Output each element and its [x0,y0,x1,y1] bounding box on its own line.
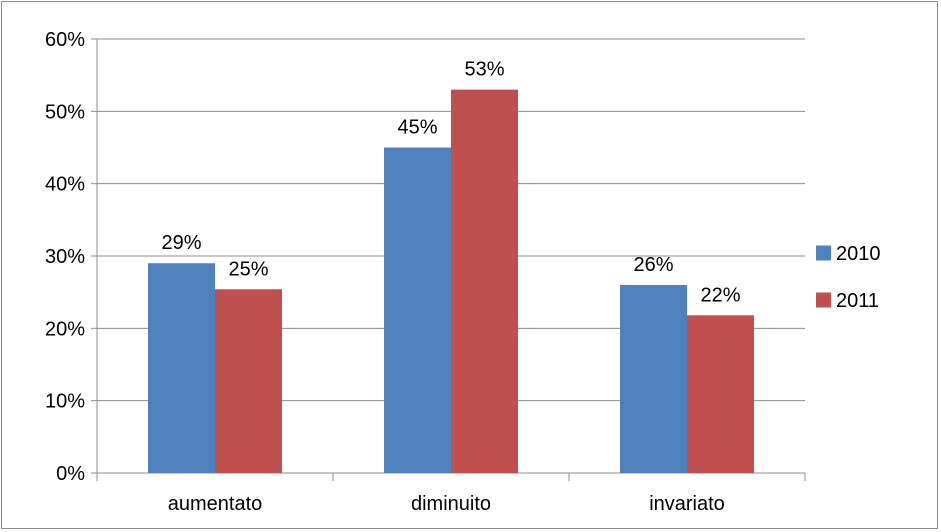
bars [148,89,754,473]
data-label-2010-diminuito: 45% [397,117,437,139]
x-category-label: diminuito [411,493,491,515]
bar-2011-diminuito [451,89,518,473]
legend-swatch-2011 [816,292,831,308]
y-tick-label: 40% [45,174,85,196]
x-category-label: aumentato [168,493,263,515]
y-tick-label: 20% [45,318,85,340]
data-label-2011-diminuito: 53% [464,59,504,81]
data-label-2011-invariato: 22% [700,284,740,306]
bar-2010-diminuito [384,147,451,473]
legend-swatch-2010 [816,245,831,261]
legend-label-2010: 2010 [836,243,881,265]
bar-2011-invariato [687,315,754,473]
data-label-2010-aumentato: 29% [161,232,201,254]
x-category-label: invariato [649,493,725,515]
bar-2010-aumentato [148,263,215,473]
bar-2010-invariato [620,284,687,473]
y-tick-label: 60% [45,29,85,51]
y-tick-label: 10% [45,391,85,413]
y-tick-label: 50% [45,101,85,123]
data-label-2011-aumentato: 25% [228,258,268,280]
legend-label-2011: 2011 [836,290,879,312]
y-tick-label: 30% [45,246,85,268]
y-tick-label: 0% [56,463,85,485]
data-label-2010-invariato: 26% [633,254,673,276]
bar-2011-aumentato [215,289,282,473]
legend: 2010 2011 [816,243,881,312]
data-labels: 29% 25% 45% 53% 26% 22% [161,59,740,307]
